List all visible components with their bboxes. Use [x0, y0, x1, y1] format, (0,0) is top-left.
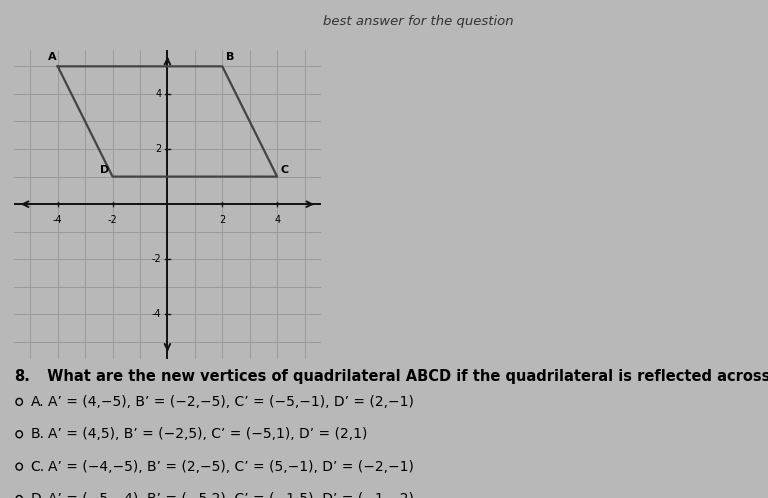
Text: 4: 4 [274, 215, 280, 225]
Text: 2: 2 [155, 144, 161, 154]
Text: 4: 4 [155, 89, 161, 99]
Text: What are the new vertices of quadrilateral ABCD if the quadrilateral is reflecte: What are the new vertices of quadrilater… [37, 369, 768, 383]
Text: A.: A. [31, 395, 45, 409]
Text: C: C [280, 165, 289, 175]
Text: -2: -2 [108, 215, 118, 225]
Text: A’ = (4,5), B’ = (−2,5), C’ = (−5,1), D’ = (2,1): A’ = (4,5), B’ = (−2,5), C’ = (−5,1), D’… [48, 427, 368, 441]
Text: A’ = (−5,−4), B’ = (−5,2), C’ = (−1,5), D’ = (−1,−2): A’ = (−5,−4), B’ = (−5,2), C’ = (−1,5), … [48, 492, 414, 498]
Text: A’ = (4,−5), B’ = (−2,−5), C’ = (−5,−1), D’ = (2,−1): A’ = (4,−5), B’ = (−2,−5), C’ = (−5,−1),… [48, 395, 414, 409]
Text: -4: -4 [152, 309, 161, 319]
Text: 8.: 8. [14, 369, 30, 383]
Text: D: D [100, 165, 110, 175]
Text: best answer for the question: best answer for the question [323, 15, 513, 28]
Text: C.: C. [31, 460, 45, 474]
Text: 2: 2 [219, 215, 225, 225]
Text: -2: -2 [151, 254, 161, 264]
Text: B: B [226, 52, 234, 62]
Text: A: A [48, 52, 57, 62]
Text: B.: B. [31, 427, 45, 441]
Text: D.: D. [31, 492, 46, 498]
Text: A’ = (−4,−5), B’ = (2,−5), C’ = (5,−1), D’ = (−2,−1): A’ = (−4,−5), B’ = (2,−5), C’ = (5,−1), … [48, 460, 414, 474]
Text: -4: -4 [53, 215, 62, 225]
